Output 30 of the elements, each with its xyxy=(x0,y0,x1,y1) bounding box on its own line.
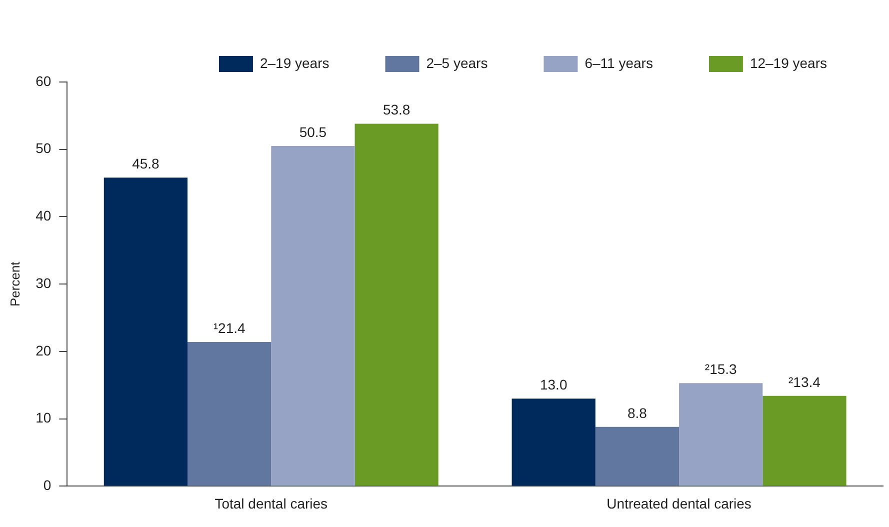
bar xyxy=(595,426,680,486)
legend-label: 2–19 years xyxy=(260,54,330,71)
y-tick-label: 10 xyxy=(36,410,52,426)
bar xyxy=(104,178,188,486)
data-label: ²13.4 xyxy=(788,374,821,390)
y-tick-label: 60 xyxy=(36,72,52,89)
data-label: 45.8 xyxy=(132,156,160,172)
y-tick-label: 20 xyxy=(36,342,52,358)
data-label: 50.5 xyxy=(299,124,327,140)
bar xyxy=(354,124,438,486)
data-label: 53.8 xyxy=(382,102,410,118)
y-axis-title: Percent xyxy=(7,261,22,307)
y-tick-label: 30 xyxy=(36,274,52,291)
legend-label: 6–11 years xyxy=(584,54,653,71)
legend-label: 12–19 years xyxy=(750,54,828,71)
y-tick-label: 50 xyxy=(36,140,52,156)
y-tick-label: 40 xyxy=(36,208,52,224)
bar xyxy=(188,342,272,486)
bar xyxy=(512,398,596,486)
legend-label: 2–5 years xyxy=(426,54,488,71)
y-tick-label: 0 xyxy=(43,477,52,494)
data-label: ²15.3 xyxy=(704,360,738,377)
data-label: 8.8 xyxy=(627,404,648,421)
data-label: 13.0 xyxy=(540,376,568,392)
bar xyxy=(679,383,763,486)
bar xyxy=(762,396,846,486)
x-tick-label: Untreated dental caries xyxy=(606,495,752,512)
data-label: ¹21.4 xyxy=(213,320,246,336)
bar xyxy=(271,146,355,486)
x-tick-label: Total dental caries xyxy=(214,495,328,512)
